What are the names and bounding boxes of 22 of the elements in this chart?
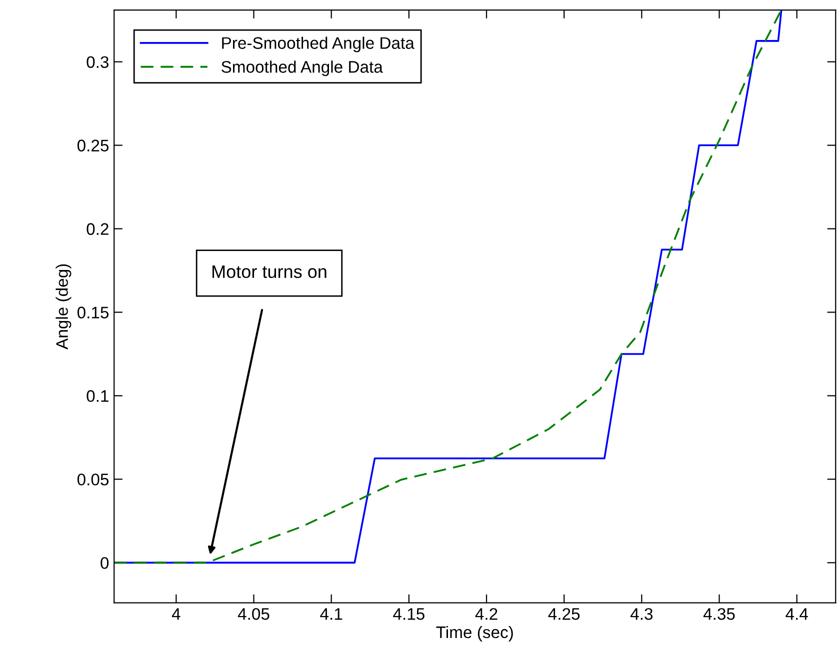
x-tick-label: 4.25 <box>548 608 580 620</box>
annotation: Motor turns on <box>212 265 326 278</box>
x-tick-label: 4.4 <box>786 608 808 620</box>
y-axis-title: Angle (deg) <box>56 264 72 350</box>
x-tick-label: 4.05 <box>238 608 270 620</box>
legend-label: Pre-Smoothed Angle Data <box>222 36 414 52</box>
y-tick-label: 0.1 <box>86 390 108 402</box>
y-tick-label: 0.15 <box>77 306 109 318</box>
x-axis-title: Time (sec) <box>436 626 513 642</box>
x-tick-label: 4 <box>172 608 180 620</box>
x-tick-label: 4.35 <box>703 608 735 620</box>
x-tick-label: 4.15 <box>393 608 424 620</box>
y-tick-label: 0.05 <box>77 474 109 486</box>
x-tick-label: 4.1 <box>320 608 342 620</box>
y-tick-label: 0.25 <box>77 140 109 152</box>
y-tick-label: 0.2 <box>86 223 108 235</box>
y-tick-label: 0.3 <box>86 56 109 68</box>
line-series <box>114 10 782 564</box>
x-tick-label: 4.3 <box>630 608 653 620</box>
y-tick-label: 0 <box>100 557 109 569</box>
legend-label: Smoothed Angle Data <box>222 60 383 76</box>
x-tick-label: 4.2 <box>475 608 498 620</box>
